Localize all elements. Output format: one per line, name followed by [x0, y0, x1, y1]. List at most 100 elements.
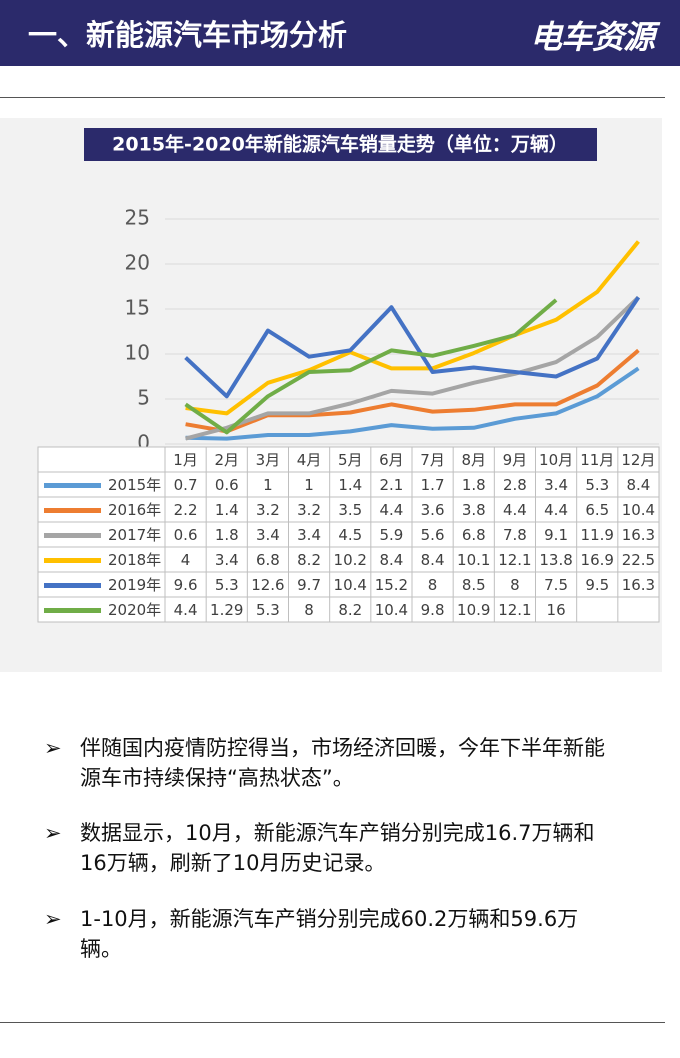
legend-label: 2016年 — [108, 501, 161, 519]
y-tick-label: 25 — [125, 206, 150, 230]
data-label: 1.29 — [210, 601, 243, 619]
data-label: 10.1 — [457, 551, 490, 569]
data-label: 3.4 — [256, 526, 280, 544]
data-label: 9.6 — [174, 576, 198, 594]
data-label: 6.8 — [256, 551, 280, 569]
data-label: 7.5 — [544, 576, 568, 594]
data-label: 0.6 — [174, 526, 198, 544]
data-label: 12.1 — [498, 601, 531, 619]
data-label: 4.4 — [503, 501, 527, 519]
data-label: 1.7 — [421, 476, 445, 494]
data-label: 3.2 — [297, 501, 321, 519]
logo: 电车资源 — [529, 18, 655, 56]
data-label: 0.7 — [174, 476, 198, 494]
bullet-arrow: ➢ — [44, 821, 62, 845]
chart-title-box — [84, 128, 597, 161]
bullet-text: 1-10月，新能源汽车产销分别完成60.2万辆和59.6万辆。 — [80, 907, 579, 961]
data-label: 12.6 — [251, 576, 284, 594]
data-label: 3.5 — [338, 501, 362, 519]
data-label: 16 — [547, 601, 566, 619]
data-label: 9.1 — [544, 526, 568, 544]
divider — [0, 1022, 665, 1023]
x-tick-label: 4月 — [297, 451, 322, 469]
header-title: 一、新能源汽车市场分析 — [28, 18, 348, 52]
data-label: 9.8 — [421, 601, 445, 619]
data-label: 8 — [428, 576, 438, 594]
data-label: 10.4 — [375, 601, 408, 619]
bullet-arrow: ➢ — [44, 736, 62, 760]
chart: 2015年-2020年新能源汽车销量走势（单位：万辆） 05101520251月… — [0, 118, 662, 672]
data-label: 11.9 — [581, 526, 614, 544]
data-label: 10.4 — [622, 501, 655, 519]
data-table — [37, 446, 660, 623]
header: 一、新能源汽车市场分析 电车资源 — [0, 0, 680, 66]
data-label: 8 — [510, 576, 520, 594]
legend-label: 2019年 — [108, 576, 161, 594]
data-label: 3.4 — [544, 476, 568, 494]
data-label: 5.6 — [421, 526, 445, 544]
data-label: 5.3 — [256, 601, 280, 619]
data-label: 10.4 — [334, 576, 367, 594]
data-label: 22.5 — [622, 551, 655, 569]
data-label: 3.4 — [297, 526, 321, 544]
data-label: 3.2 — [256, 501, 280, 519]
data-label: 12.1 — [498, 551, 531, 569]
x-tick-label: 3月 — [256, 451, 281, 469]
data-label: 3.6 — [421, 501, 445, 519]
data-label: 1 — [263, 476, 273, 494]
data-label: 16.3 — [622, 526, 655, 544]
x-tick-label: 6月 — [379, 451, 404, 469]
data-label: 16.9 — [581, 551, 614, 569]
data-label: 8.5 — [462, 576, 486, 594]
series-line — [184, 296, 641, 399]
data-label: 8.4 — [421, 551, 445, 569]
data-label: 13.8 — [539, 551, 572, 569]
series-line — [185, 295, 640, 441]
data-label: 5.9 — [379, 526, 403, 544]
x-tick-label: 11月 — [580, 451, 614, 469]
data-label: 7.8 — [503, 526, 527, 544]
data-label: 9.7 — [297, 576, 321, 594]
data-label: 4.5 — [338, 526, 362, 544]
data-label: 10.9 — [457, 601, 490, 619]
legend-label: 2020年 — [108, 601, 161, 619]
x-tick-label: 7月 — [420, 451, 445, 469]
y-tick-label: 5 — [137, 386, 150, 410]
data-label: 2.8 — [503, 476, 527, 494]
data-label: 5.3 — [215, 576, 239, 594]
y-tick-label: 15 — [125, 296, 150, 320]
data-label: 3.8 — [462, 501, 486, 519]
divider — [0, 97, 665, 98]
data-label: 1.8 — [462, 476, 486, 494]
data-label: 1.8 — [215, 526, 239, 544]
legend-label: 2015年 — [108, 476, 161, 494]
data-label: 4.4 — [174, 601, 198, 619]
data-label: 8.4 — [379, 551, 403, 569]
data-label: 1 — [304, 476, 314, 494]
x-tick-label: 5月 — [338, 451, 363, 469]
data-label: 3.4 — [215, 551, 239, 569]
bullet-text: 伴随国内疫情防控得当，市场经济回暖，今年下半年新能源车市持续保持“高热状态”。 — [80, 736, 605, 790]
data-label: 9.5 — [585, 576, 609, 594]
x-tick-label: 12月 — [621, 451, 655, 469]
data-label: 2.2 — [174, 501, 198, 519]
data-label: 15.2 — [375, 576, 408, 594]
series-line — [184, 298, 558, 435]
x-tick-label: 1月 — [173, 451, 198, 469]
data-label: 10.2 — [334, 551, 367, 569]
data-label: 8 — [304, 601, 314, 619]
series-line — [185, 240, 640, 416]
bullet-arrow: ➢ — [44, 907, 62, 931]
data-label: 4 — [181, 551, 191, 569]
x-tick-label: 8月 — [461, 451, 486, 469]
data-label: 16.3 — [622, 576, 655, 594]
x-tick-label: 10月 — [539, 451, 573, 469]
data-label: 5.3 — [585, 476, 609, 494]
legend-label: 2018年 — [108, 551, 161, 569]
data-label: 6.8 — [462, 526, 486, 544]
data-label: 8.2 — [338, 601, 362, 619]
x-tick-label: 2月 — [214, 451, 239, 469]
data-label: 1.4 — [215, 501, 239, 519]
legend-label: 2017年 — [108, 526, 161, 544]
